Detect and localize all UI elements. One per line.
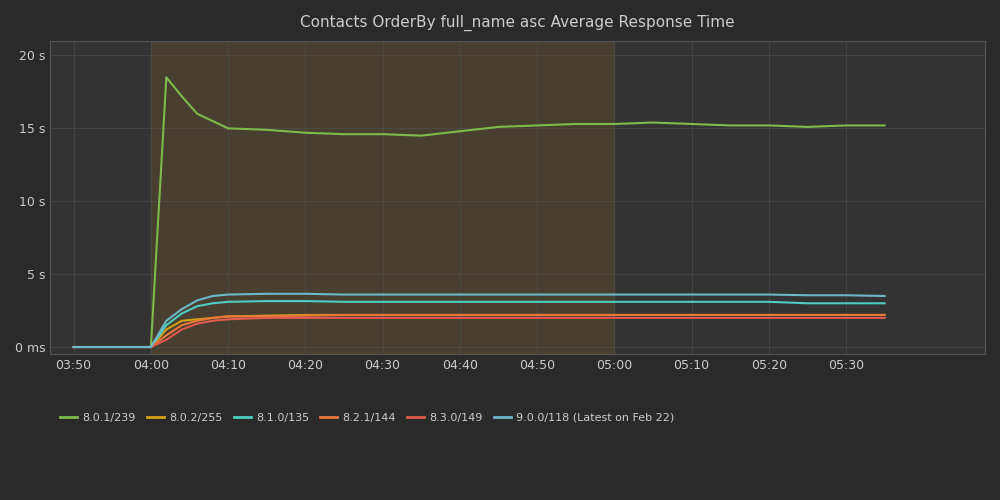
Legend: 8.0.1/239, 8.0.2/255, 8.1.0/135, 8.2.1/144, 8.3.0/149, 9.0.0/118 (Latest on Feb : 8.0.1/239, 8.0.2/255, 8.1.0/135, 8.2.1/1… xyxy=(56,408,679,427)
Title: Contacts OrderBy full_name asc Average Response Time: Contacts OrderBy full_name asc Average R… xyxy=(300,15,735,31)
Bar xyxy=(151,41,614,354)
